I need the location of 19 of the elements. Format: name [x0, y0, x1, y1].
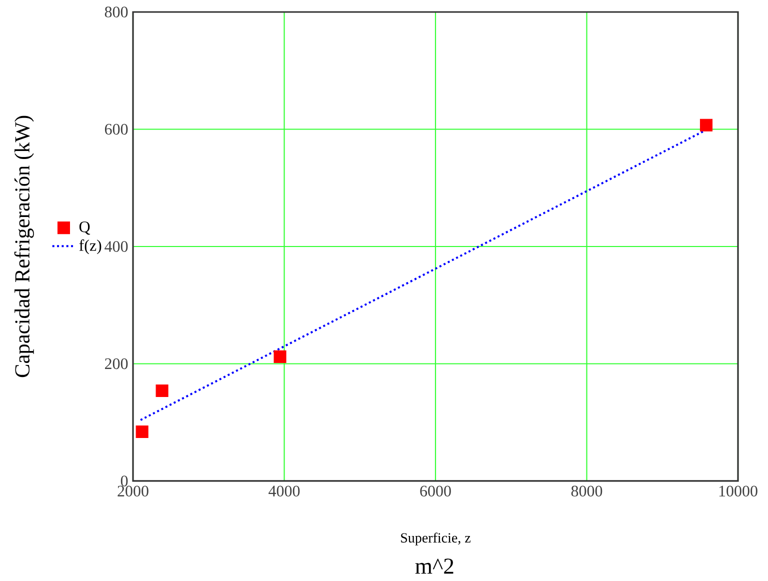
y-tick-label: 0 [120, 476, 128, 486]
x-axis-title: Superficie, z [401, 532, 470, 546]
point [136, 425, 148, 438]
y-tick-label: 800 [104, 6, 128, 18]
legend-label: f(z) [79, 239, 102, 254]
x-tick-label: 2000 [118, 486, 148, 496]
point [274, 350, 286, 363]
text: m^2 [415, 558, 454, 574]
legend-label: Q [79, 222, 90, 235]
y-tick-label: 200 [105, 358, 128, 370]
x-tick-label: 10000 [719, 486, 758, 496]
point [700, 118, 712, 132]
y-tick-label: 600 [104, 124, 128, 135]
x-tick-label: 8000 [571, 486, 602, 496]
point [156, 384, 168, 397]
x-tick-label: 4000 [268, 486, 300, 496]
y-tick-label: 400 [104, 241, 128, 252]
x-tick-label: 6000 [420, 486, 451, 496]
y-axis-title: Capacidad Refrigeración (kW) [14, 116, 34, 378]
